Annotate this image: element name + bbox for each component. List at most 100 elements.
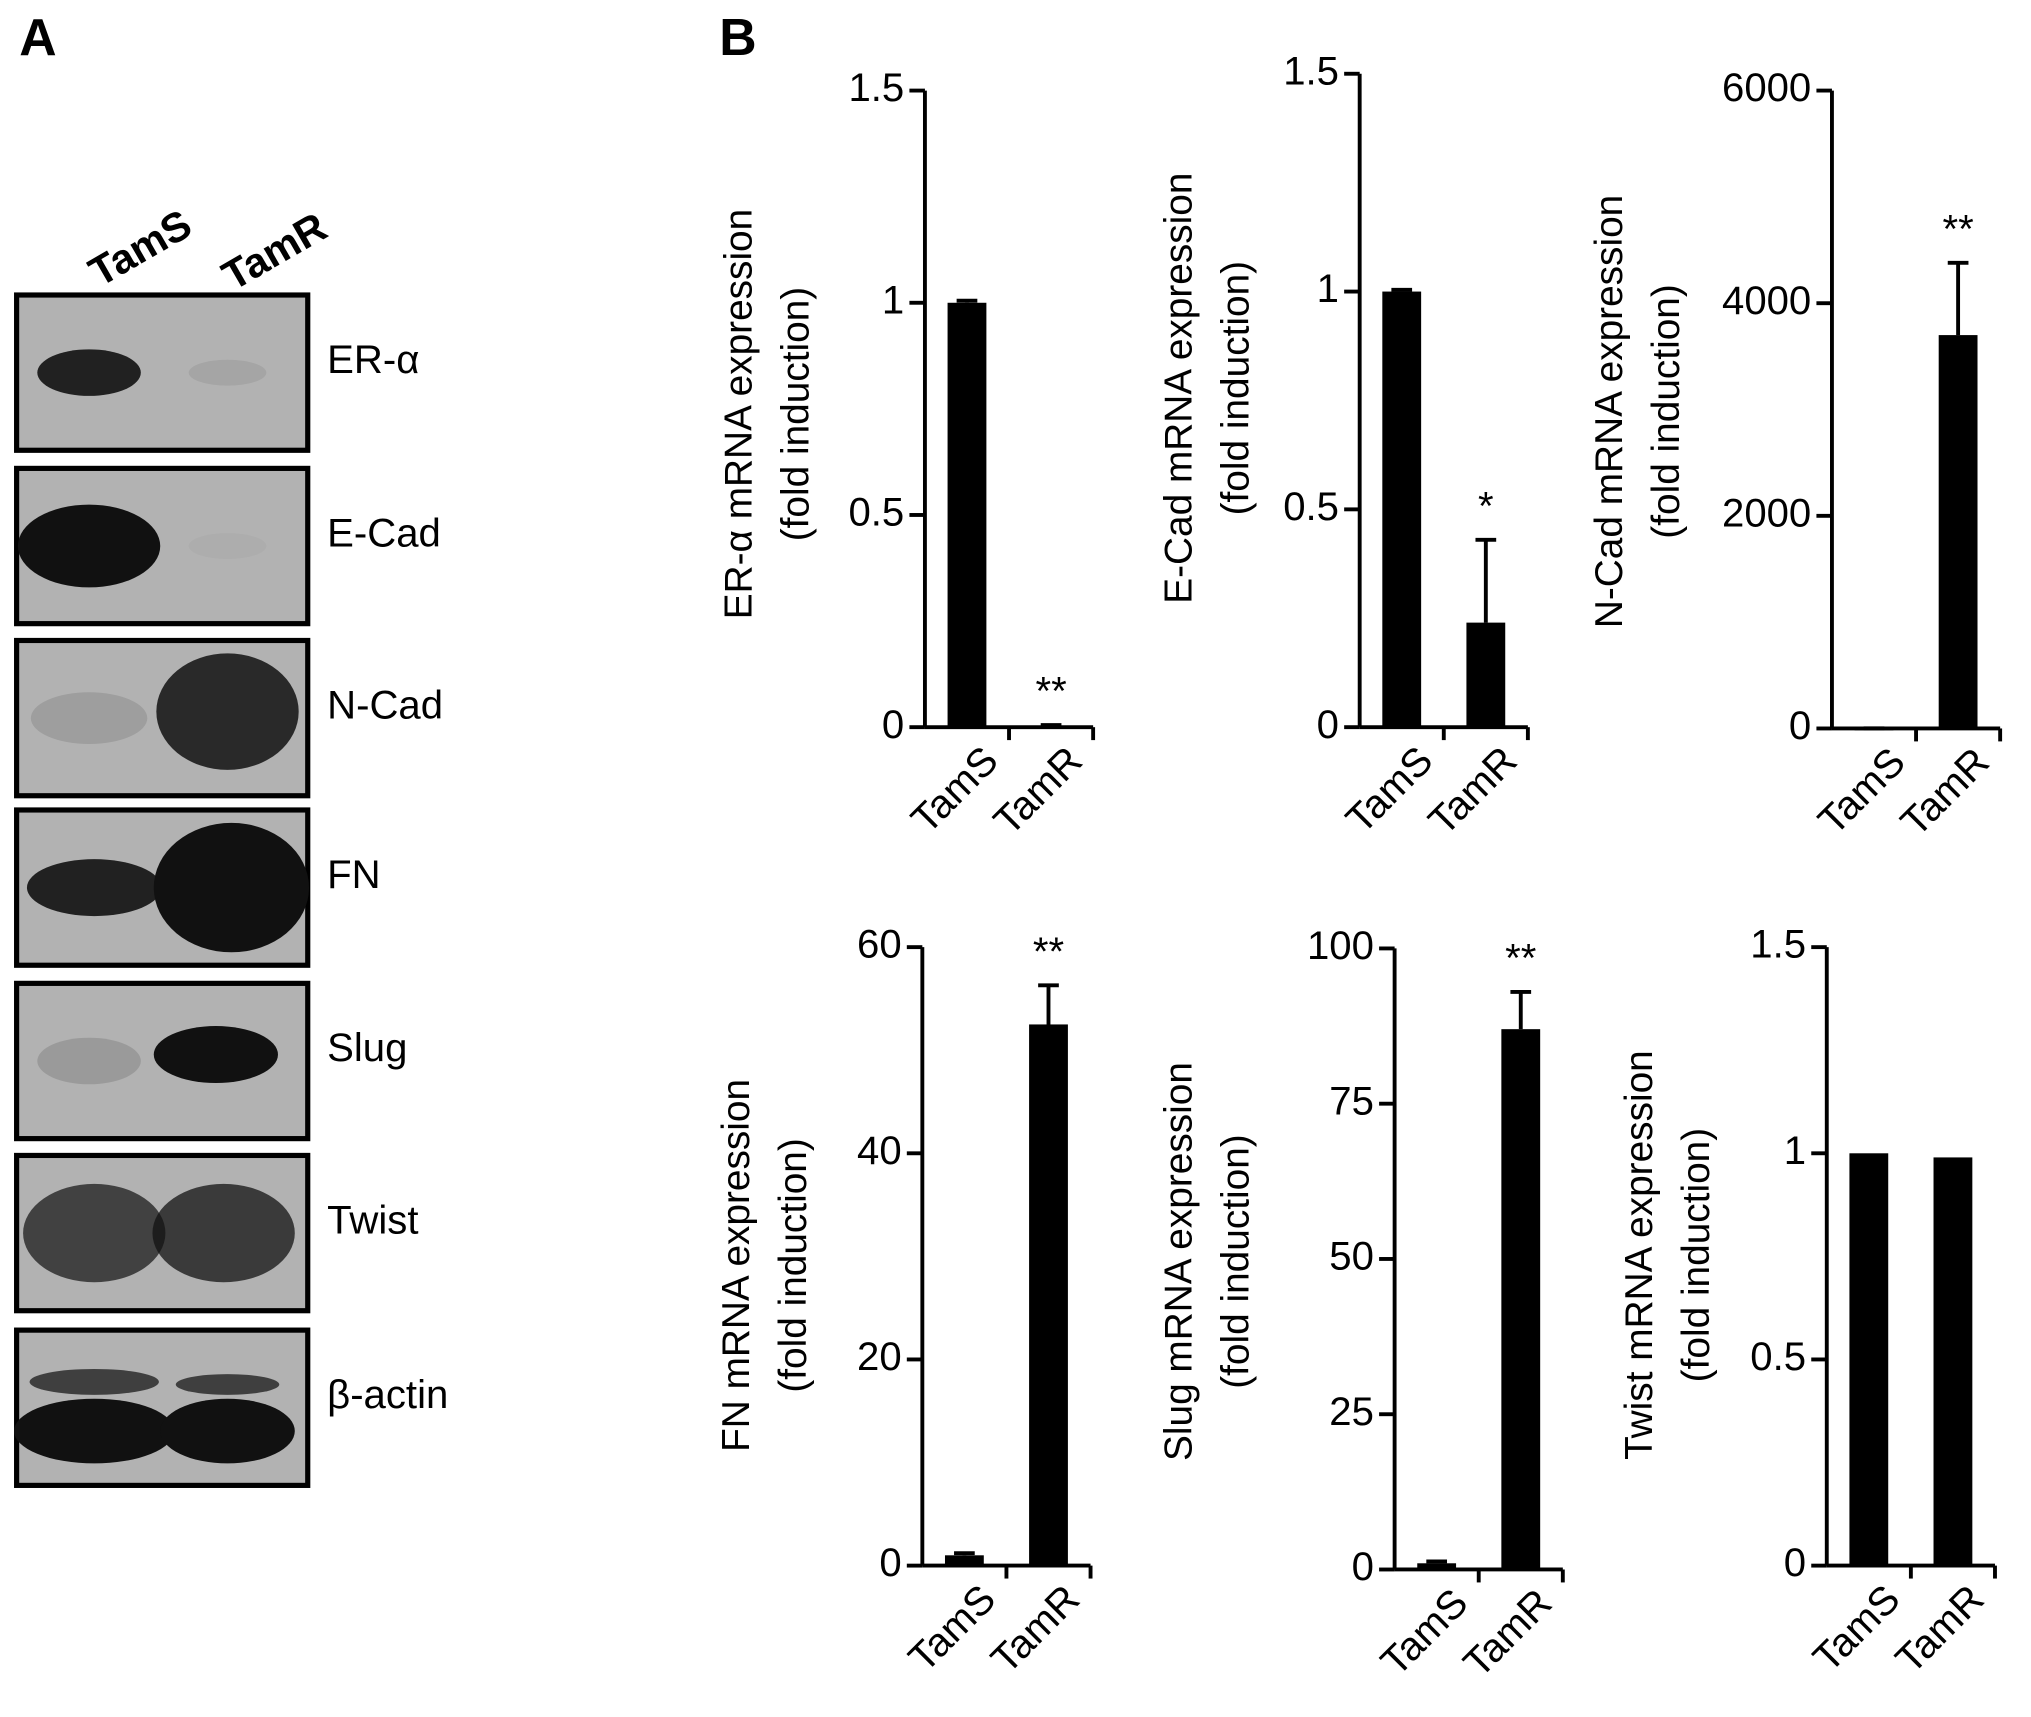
error-bar <box>1426 1559 1448 1564</box>
x-tick-label: TamS <box>1338 738 1442 842</box>
error-bar <box>1475 537 1497 623</box>
band <box>175 1374 280 1395</box>
bar <box>1938 335 1978 729</box>
y-tick-label: 0.5 <box>848 491 904 535</box>
protein-label: β-actin <box>327 1373 448 1417</box>
y-axis-label: (fold induction) <box>1214 1134 1257 1388</box>
y-tick-label: 60 <box>857 923 902 967</box>
x-tick-label: TamR <box>983 1577 1088 1682</box>
error-bar <box>1510 989 1532 1030</box>
bar <box>1849 1153 1889 1566</box>
lane-label: TamR <box>214 203 334 299</box>
band <box>153 822 310 953</box>
y-axis-label: N-Cad mRNA expression <box>1588 195 1631 628</box>
x-tick-label: TamR <box>1420 738 1525 843</box>
panel-label: B <box>719 8 756 66</box>
y-tick-label: 0 <box>882 703 904 747</box>
lane-label: TamS <box>81 201 199 296</box>
x-tick-label: TamR <box>1455 1581 1560 1686</box>
y-tick-label: 75 <box>1329 1079 1374 1123</box>
significance: * <box>1478 484 1494 528</box>
x-tick-label: TamR <box>1893 740 1998 845</box>
band <box>160 1398 295 1464</box>
y-axis-label: ER-α mRNA expression <box>717 209 760 620</box>
y-tick-label: 20 <box>857 1335 902 1379</box>
y-axis-label: E-Cad mRNA expression <box>1157 173 1200 604</box>
y-axis-label: (fold induction) <box>1675 1128 1718 1382</box>
bar <box>1466 622 1506 728</box>
y-tick-label: 50 <box>1329 1235 1374 1279</box>
y-tick-label: 100 <box>1307 924 1374 968</box>
y-tick-label: 2000 <box>1722 491 1811 535</box>
band <box>37 349 141 396</box>
y-axis-label: Twist mRNA expression <box>1618 1050 1661 1460</box>
y-axis-label: (fold induction) <box>772 1138 815 1392</box>
error-bar <box>954 1551 975 1556</box>
y-tick-label: 40 <box>857 1129 902 1173</box>
error-bar <box>1391 287 1413 292</box>
bar <box>1933 1157 1973 1566</box>
y-tick-label: 1 <box>1784 1129 1806 1173</box>
bar <box>1382 291 1422 728</box>
protein-label: FN <box>327 853 380 897</box>
y-axis-label: (fold induction) <box>1214 261 1257 515</box>
bar <box>944 1555 984 1566</box>
protein-label: N-Cad <box>327 683 443 727</box>
y-tick-label: 0 <box>1789 704 1811 748</box>
y-axis-label: (fold induction) <box>1645 284 1688 538</box>
bar <box>947 302 987 728</box>
significance: ** <box>1505 936 1536 980</box>
y-tick-label: 0 <box>1352 1545 1374 1589</box>
y-tick-label: 4000 <box>1722 279 1811 323</box>
band <box>189 533 267 559</box>
x-tick-label: TamR <box>986 738 1091 843</box>
band <box>188 359 267 386</box>
y-tick-label: 1.5 <box>1750 923 1806 967</box>
y-tick-label: 6000 <box>1722 66 1811 110</box>
x-tick-label: TamS <box>1373 1581 1477 1685</box>
protein-label: Twist <box>327 1198 418 1242</box>
x-tick-label: TamS <box>1805 1577 1909 1681</box>
y-tick-label: 1.5 <box>848 66 904 110</box>
significance: ** <box>1035 670 1066 714</box>
y-tick-label: 0 <box>1784 1541 1806 1585</box>
bar <box>1029 1024 1068 1566</box>
bar <box>1417 1563 1457 1570</box>
band <box>29 1368 159 1395</box>
significance: ** <box>1033 930 1064 974</box>
error-bar <box>1947 260 1969 336</box>
error-bar <box>956 298 978 303</box>
y-tick-label: 0.5 <box>1750 1335 1806 1379</box>
x-tick-label: TamS <box>1810 740 1914 844</box>
protein-label: ER-α <box>327 338 419 382</box>
band <box>30 692 148 744</box>
protein-label: E-Cad <box>327 511 441 555</box>
y-axis-label: Slug mRNA expression <box>1157 1062 1200 1461</box>
x-tick-label: TamS <box>901 1577 1005 1681</box>
y-tick-label: 1 <box>882 278 904 322</box>
significance: ** <box>1942 207 1973 251</box>
y-tick-label: 1 <box>1317 267 1339 311</box>
band <box>152 1183 295 1283</box>
y-tick-label: 0 <box>1317 703 1339 747</box>
band <box>14 1398 175 1464</box>
error-bar <box>1038 983 1059 1025</box>
y-axis-label: (fold induction) <box>774 287 817 541</box>
y-tick-label: 25 <box>1329 1390 1374 1434</box>
band <box>23 1183 166 1283</box>
x-tick-label: TamR <box>1887 1577 1992 1682</box>
band <box>156 653 299 770</box>
y-axis-label: FN mRNA expression <box>715 1079 758 1452</box>
band <box>17 504 161 588</box>
y-tick-label: 0 <box>879 1541 901 1585</box>
band <box>37 1037 141 1085</box>
panel-label: A <box>19 8 56 66</box>
protein-label: Slug <box>327 1026 407 1070</box>
bar <box>1501 1029 1541 1570</box>
x-tick-label: TamS <box>903 738 1007 842</box>
band <box>153 1026 278 1083</box>
y-tick-label: 1.5 <box>1283 49 1339 93</box>
band <box>26 859 162 917</box>
y-tick-label: 0.5 <box>1283 485 1339 529</box>
